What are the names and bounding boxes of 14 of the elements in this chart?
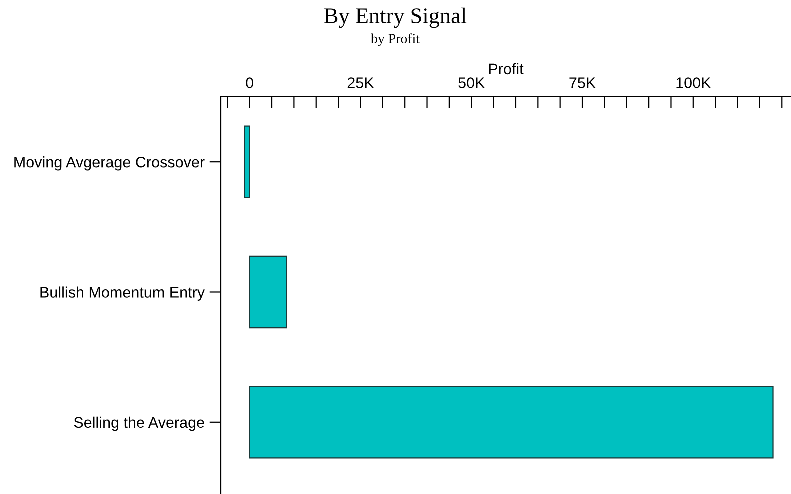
- y-tick-label: Selling the Average: [74, 416, 204, 432]
- chart-title: By Entry Signal: [324, 8, 467, 28]
- bar: [249, 386, 774, 459]
- x-tick-label: 100K: [676, 78, 712, 88]
- x-tick-label: 50K: [458, 78, 486, 88]
- bar: [249, 256, 288, 329]
- x-tick-label: 75K: [570, 78, 596, 88]
- x-tick-label: 0: [246, 78, 254, 88]
- x-axis-title: Profit: [489, 63, 524, 75]
- y-tick-label: Moving Avgerage Crossover: [14, 156, 205, 171]
- y-tick-label: Bullish Momentum Entry: [40, 286, 206, 301]
- bar: [244, 126, 250, 198]
- chart-subtitle: by Profit: [371, 34, 420, 46]
- x-tick-label: 25K: [348, 78, 374, 88]
